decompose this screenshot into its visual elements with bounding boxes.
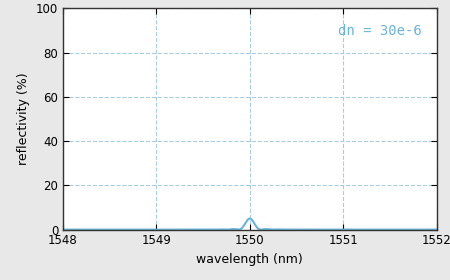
X-axis label: wavelength (nm): wavelength (nm) [196,253,303,266]
Text: dn = 30e-6: dn = 30e-6 [338,24,422,38]
Y-axis label: reflectivity (%): reflectivity (%) [18,73,30,165]
